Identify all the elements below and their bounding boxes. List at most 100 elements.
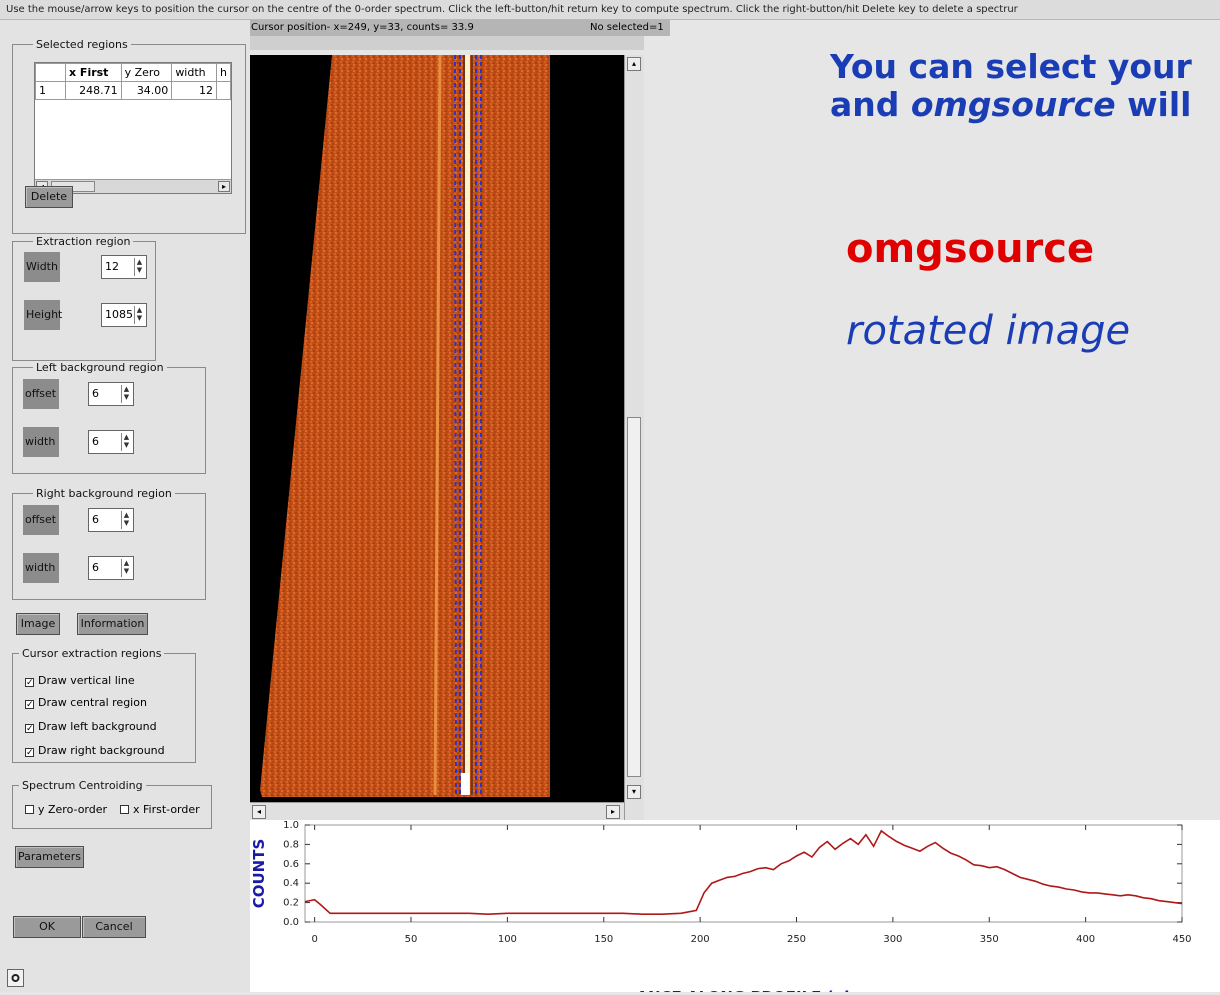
instruction-heading: You can select your and omgsource will [830, 48, 1220, 124]
left-bg-width-spinbox[interactable]: 6 ▲ ▼ [88, 430, 134, 454]
left-bg-offset-label: offset [23, 379, 59, 409]
heading-line-2-post: will [1115, 85, 1192, 124]
checkmark-icon[interactable]: ✓ [25, 678, 34, 688]
x-tick-label: 100 [498, 934, 517, 945]
heading-line-2: and omgsource will [830, 86, 1220, 124]
image-vscroll-thumb[interactable] [627, 417, 641, 777]
right-bg-width-value[interactable]: 6 [92, 561, 99, 574]
image-panel: Cursor position- x=249, y=33, counts= 33… [250, 20, 670, 820]
checkmark-icon[interactable]: ✓ [25, 724, 34, 734]
draw-central-region-checkbox[interactable]: ✓ Draw central region [25, 696, 147, 710]
right-background-title: Right background region [36, 487, 172, 500]
selected-regions-title: Selected regions [36, 38, 128, 51]
right-bg-width-label: width [23, 553, 59, 583]
spin-arrows-icon[interactable]: ▲ ▼ [121, 433, 131, 451]
table-cell-x-first[interactable]: 248.71 [65, 81, 122, 100]
left-bg-width-label: width [23, 427, 59, 457]
right-bg-offset-value[interactable]: 6 [92, 513, 99, 526]
y-axis-label: COUNTS [250, 839, 268, 909]
cursor-regions-group: Cursor extraction regions [12, 647, 196, 763]
draw-left-background-checkbox[interactable]: ✓ Draw left background [25, 720, 157, 734]
left-bg-offset-value[interactable]: 6 [92, 387, 99, 400]
circle-icon[interactable] [8, 970, 23, 986]
table-cell-h[interactable] [216, 81, 231, 100]
right-bg-offset-spinbox[interactable]: 6 ▲ ▼ [88, 508, 134, 532]
checkbox-empty-icon[interactable] [120, 805, 129, 814]
x-tick-label: 250 [787, 934, 806, 945]
scroll-right-icon[interactable]: ▸ [606, 805, 620, 819]
ok-button[interactable]: OK [13, 916, 81, 938]
table-row[interactable]: 1 248.71 34.00 12 [35, 81, 231, 100]
information-button[interactable]: Information [77, 613, 148, 635]
zero-order-spot [461, 773, 469, 795]
table-cell-index[interactable]: 1 [35, 81, 66, 100]
spin-arrows-icon[interactable]: ▲ ▼ [121, 511, 131, 529]
x-tick-label: 300 [883, 934, 902, 945]
table-header-index[interactable] [35, 63, 66, 82]
checkbox-label: y Zero-order [38, 803, 108, 816]
spin-arrows-icon[interactable]: ▲ ▼ [134, 258, 144, 276]
checkbox-label: Draw central region [38, 696, 147, 709]
table-cell-y-zero[interactable]: 34.00 [120, 81, 173, 100]
extraction-width-spinbox[interactable]: 12 ▲ ▼ [101, 255, 147, 279]
selected-regions-table[interactable]: x First y Zero width h 1 248.71 34.00 12… [34, 62, 232, 194]
y-tick-label: 0.6 [283, 859, 299, 870]
x-tick-label: 50 [405, 934, 418, 945]
rotated-image-view[interactable] [250, 55, 624, 802]
x-tick-label: 200 [691, 934, 710, 945]
table-cell-width[interactable]: 12 [171, 81, 218, 100]
checkmark-icon[interactable]: ✓ [25, 700, 34, 710]
scroll-down-icon[interactable]: ▾ [627, 785, 641, 799]
x-first-order-checkbox[interactable]: x First-order [120, 803, 200, 816]
image-button[interactable]: Image [16, 613, 60, 635]
y-tick-label: 0.8 [283, 839, 299, 850]
left-bg-offset-spinbox[interactable]: 6 ▲ ▼ [88, 382, 134, 406]
y-tick-label: 0.4 [283, 878, 299, 889]
spin-arrows-icon[interactable]: ▲ ▼ [134, 306, 144, 324]
spectral-streak [433, 55, 442, 796]
left-background-line [454, 55, 457, 796]
checkbox-empty-icon[interactable] [25, 805, 34, 814]
profile-chart: 0.0 0.2 0.4 0.6 0.8 1.0 0 50 100 150 200 250 300 350 4… [250, 820, 1192, 995]
x-tick-label: 400 [1076, 934, 1095, 945]
draw-right-background-checkbox[interactable]: ✓ Draw right background [25, 744, 165, 758]
checkbox-label: Draw left background [38, 720, 157, 733]
y-zero-order-checkbox[interactable]: y Zero-order [25, 803, 107, 816]
table-header-y-zero[interactable]: y Zero [120, 63, 173, 82]
extraction-width-label: Width [24, 252, 60, 282]
cancel-button[interactable]: Cancel [82, 916, 146, 938]
table-header-h[interactable]: h [216, 63, 231, 82]
x-tick-label: 0 [311, 934, 317, 945]
spin-arrows-icon[interactable]: ▲ ▼ [121, 385, 131, 403]
y-tick-label: 1.0 [283, 820, 299, 831]
spin-arrows-icon[interactable]: ▲ ▼ [121, 559, 131, 577]
plot-frame [304, 824, 1183, 923]
draw-vertical-line-checkbox[interactable]: ✓ Draw vertical line [25, 674, 135, 688]
table-header-x-first[interactable]: x First [65, 63, 122, 82]
table-header-width[interactable]: width [171, 63, 218, 82]
heading-line-1: You can select your [830, 48, 1192, 86]
scroll-left-icon[interactable]: ◂ [252, 805, 266, 819]
scroll-up-icon[interactable]: ▴ [627, 57, 641, 71]
extraction-height-value[interactable]: 1085 [105, 308, 133, 321]
extraction-height-spinbox[interactable]: 1085 ▲ ▼ [101, 303, 147, 327]
left-bg-width-value[interactable]: 6 [92, 435, 99, 448]
extraction-width-value[interactable]: 12 [105, 260, 119, 273]
delete-button[interactable]: Delete [25, 186, 73, 208]
profile-plot: 0.0 0.2 0.4 0.6 0.8 1.0 0 50 100 150 200 250 300 350 4… [250, 820, 1220, 995]
right-bg-width-spinbox[interactable]: 6 ▲ ▼ [88, 556, 134, 580]
spectrum-centroiding-group: Spectrum Centroiding [12, 779, 212, 829]
left-background-title: Left background region [36, 361, 164, 374]
dispersed-image-region [260, 55, 550, 797]
spectrum-image[interactable] [250, 55, 624, 802]
window-menu-button[interactable] [7, 969, 24, 987]
checkbox-label: Draw vertical line [38, 674, 135, 687]
scroll-right-icon[interactable]: ▸ [218, 181, 230, 192]
checkmark-icon[interactable]: ✓ [25, 748, 34, 758]
selected-regions-group: Selected regions [12, 38, 246, 234]
image-horizontal-scrollbar[interactable]: ◂ ▸ [250, 802, 624, 820]
y-tick-label: 0.0 [283, 917, 299, 928]
parameters-button[interactable]: Parameters [15, 846, 84, 868]
image-vertical-scrollbar[interactable]: ▴ ▾ [624, 55, 644, 820]
omgsource-title: omgsource [846, 226, 1095, 272]
